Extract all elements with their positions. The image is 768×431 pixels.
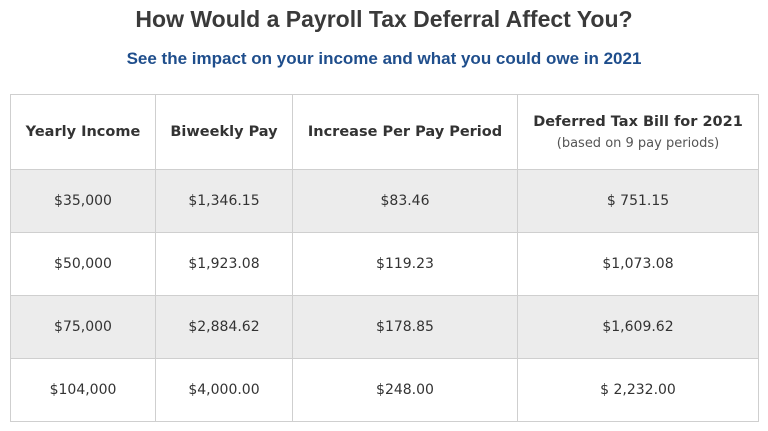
header-yearly-income: Yearly Income (10, 94, 156, 170)
cell-increase-per-pay-period: $83.46 (292, 169, 518, 233)
header-label: Increase Per Pay Period (307, 124, 503, 140)
header-deferred-tax-bill: Deferred Tax Bill for 2021 (based on 9 p… (517, 94, 759, 170)
cell-deferred-tax-bill: $ 2,232.00 (517, 358, 759, 422)
table-header-row: Yearly Income Biweekly Pay Increase Per … (10, 94, 759, 170)
cell-biweekly-pay: $1,346.15 (155, 169, 293, 233)
cell-biweekly-pay: $4,000.00 (155, 358, 293, 422)
table-row: $35,000 $1,346.15 $83.46 $ 751.15 (10, 169, 759, 233)
header-label: Deferred Tax Bill for 2021 (533, 113, 743, 130)
header-note: (based on 9 pay periods) (556, 135, 720, 151)
cell-deferred-tax-bill: $ 751.15 (517, 169, 759, 233)
cell-yearly-income: $35,000 (10, 169, 156, 233)
cell-biweekly-pay: $2,884.62 (155, 295, 293, 359)
cell-biweekly-pay: $1,923.08 (155, 232, 293, 296)
cell-deferred-tax-bill: $1,609.62 (517, 295, 759, 359)
cell-yearly-income: $104,000 (10, 358, 156, 422)
cell-deferred-tax-bill: $1,073.08 (517, 232, 759, 296)
cell-increase-per-pay-period: $119.23 (292, 232, 518, 296)
cell-yearly-income: $75,000 (10, 295, 156, 359)
header-increase-per-pay-period: Increase Per Pay Period (292, 94, 518, 170)
table-row: $50,000 $1,923.08 $119.23 $1,073.08 (10, 232, 759, 296)
table-row: $104,000 $4,000.00 $248.00 $ 2,232.00 (10, 358, 759, 422)
cell-increase-per-pay-period: $178.85 (292, 295, 518, 359)
page-title: How Would a Payroll Tax Deferral Affect … (135, 6, 633, 32)
cell-increase-per-pay-period: $248.00 (292, 358, 518, 422)
header-label: Yearly Income (25, 124, 141, 140)
payroll-tax-table: Yearly Income Biweekly Pay Increase Per … (10, 94, 759, 422)
cell-yearly-income: $50,000 (10, 232, 156, 296)
header-label: Biweekly Pay (170, 124, 278, 140)
header-biweekly-pay: Biweekly Pay (155, 94, 293, 170)
page-subtitle: See the impact on your income and what y… (126, 49, 642, 68)
table-row: $75,000 $2,884.62 $178.85 $1,609.62 (10, 295, 759, 359)
